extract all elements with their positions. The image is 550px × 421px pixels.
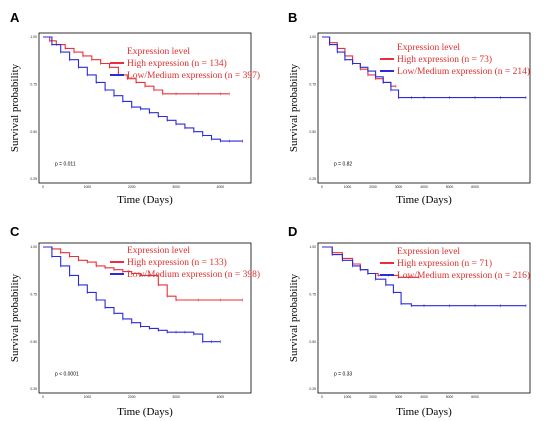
x-tick-label: 1000	[84, 185, 92, 189]
plot-frame	[317, 32, 531, 184]
y-tick-label: 1.00	[309, 35, 316, 39]
legend-title: Expression level	[127, 47, 190, 57]
x-tick-label: 2000	[128, 185, 136, 189]
x-tick-label: 6000	[471, 185, 479, 189]
x-tick-label: 2000	[369, 185, 377, 189]
y-tick-label: 0.75	[30, 83, 37, 87]
x-axis-label: Time (Days)	[396, 194, 452, 206]
y-axis-label: Survival probability	[288, 273, 300, 362]
y-axis-label: Survival probability	[288, 63, 300, 152]
x-tick-label: 5000	[446, 395, 454, 399]
x-tick-label: 3000	[395, 185, 403, 189]
x-axis-label: Time (Days)	[396, 406, 452, 418]
panel-letter: B	[288, 10, 297, 25]
x-tick-label: 2000	[128, 395, 136, 399]
y-tick-label: 0.50	[30, 340, 37, 344]
x-tick-label: 1000	[344, 185, 352, 189]
x-tick-label: 0	[321, 185, 323, 189]
x-tick-label: 4000	[217, 395, 225, 399]
y-tick-label: 0.25	[30, 177, 37, 181]
y-tick-label: 0.50	[309, 130, 316, 134]
plot-frame	[317, 242, 531, 394]
x-tick-label: 4000	[217, 185, 225, 189]
y-tick-label: 1.00	[30, 245, 37, 249]
x-tick-label: 0	[42, 395, 44, 399]
x-tick-label: 4000	[420, 395, 428, 399]
legend-title: Expression level	[127, 246, 190, 256]
panel-letter: C	[10, 224, 20, 239]
x-tick-label: 2000	[369, 395, 377, 399]
legend-title: Expression level	[397, 247, 460, 257]
y-tick-label: 0.75	[309, 83, 316, 87]
legend-low-label: Low/Medium expression (n = 397)	[127, 70, 260, 81]
p-value: p = 0.011	[55, 162, 76, 168]
panel-letter: A	[10, 10, 20, 25]
legend-low-label: Low/Medium expression (n = 216)	[397, 270, 530, 281]
panel-c: C 1.00 0.75 0.50 0.25 0 1000 2000 3000 4000 Time (…	[9, 224, 260, 418]
panel-b: B 1.00 0.75 0.50 0.25 0 1000 2000 3000 4000 5000 60…	[288, 10, 531, 206]
y-tick-label: 0.25	[309, 387, 316, 391]
y-tick-label: 0.50	[309, 340, 316, 344]
y-tick-label: 0.75	[309, 293, 316, 297]
p-value: p < 0.0001	[55, 372, 79, 378]
series-low-line	[322, 36, 526, 99]
y-axis-label: Survival probability	[9, 63, 21, 152]
x-tick-label: 3000	[172, 395, 180, 399]
x-tick-label: 1000	[344, 395, 352, 399]
y-tick-label: 1.00	[30, 35, 37, 39]
legend-high-label: High expression (n = 134)	[127, 58, 227, 69]
plot-frame	[38, 32, 252, 184]
legend-low-label: Low/Medium expression (n = 398)	[127, 269, 260, 280]
x-tick-label: 1000	[84, 395, 92, 399]
plot-frame	[38, 242, 252, 394]
y-tick-label: 0.25	[30, 387, 37, 391]
legend-high-label: High expression (n = 73)	[397, 54, 492, 65]
p-value: p = 0.82	[334, 162, 352, 168]
x-axis-label: Time (Days)	[117, 406, 173, 418]
series-low-line	[322, 246, 526, 307]
p-value: p = 0.33	[334, 372, 352, 378]
x-tick-label: 0	[42, 185, 44, 189]
x-tick-label: 6000	[471, 395, 479, 399]
y-tick-label: 0.75	[30, 293, 37, 297]
panel-letter: D	[288, 224, 297, 239]
legend-title: Expression level	[397, 43, 460, 53]
legend-high-label: High expression (n = 133)	[127, 257, 227, 268]
x-tick-label: 3000	[172, 185, 180, 189]
x-axis-label: Time (Days)	[117, 194, 173, 206]
x-tick-label: 5000	[446, 185, 454, 189]
y-tick-label: 0.50	[30, 130, 37, 134]
x-tick-label: 0	[321, 395, 323, 399]
y-tick-label: 1.00	[309, 245, 316, 249]
x-tick-label: 3000	[395, 395, 403, 399]
legend-high-label: High expression (n = 71)	[397, 258, 492, 269]
y-tick-label: 0.25	[309, 177, 316, 181]
panel-d: D 1.00 0.75 0.50 0.25 0 1000 2000 3000 4000 5000 60…	[288, 224, 531, 418]
series-low-line	[43, 36, 243, 142]
panel-a: A 1.00 0.75 0.50 0.25 0 1000 2000 3000 4000 Time (…	[9, 10, 260, 206]
legend-low-label: Low/Medium expression (n = 214)	[397, 66, 530, 77]
x-tick-label: 4000	[420, 185, 428, 189]
y-axis-label: Survival probability	[9, 273, 21, 362]
